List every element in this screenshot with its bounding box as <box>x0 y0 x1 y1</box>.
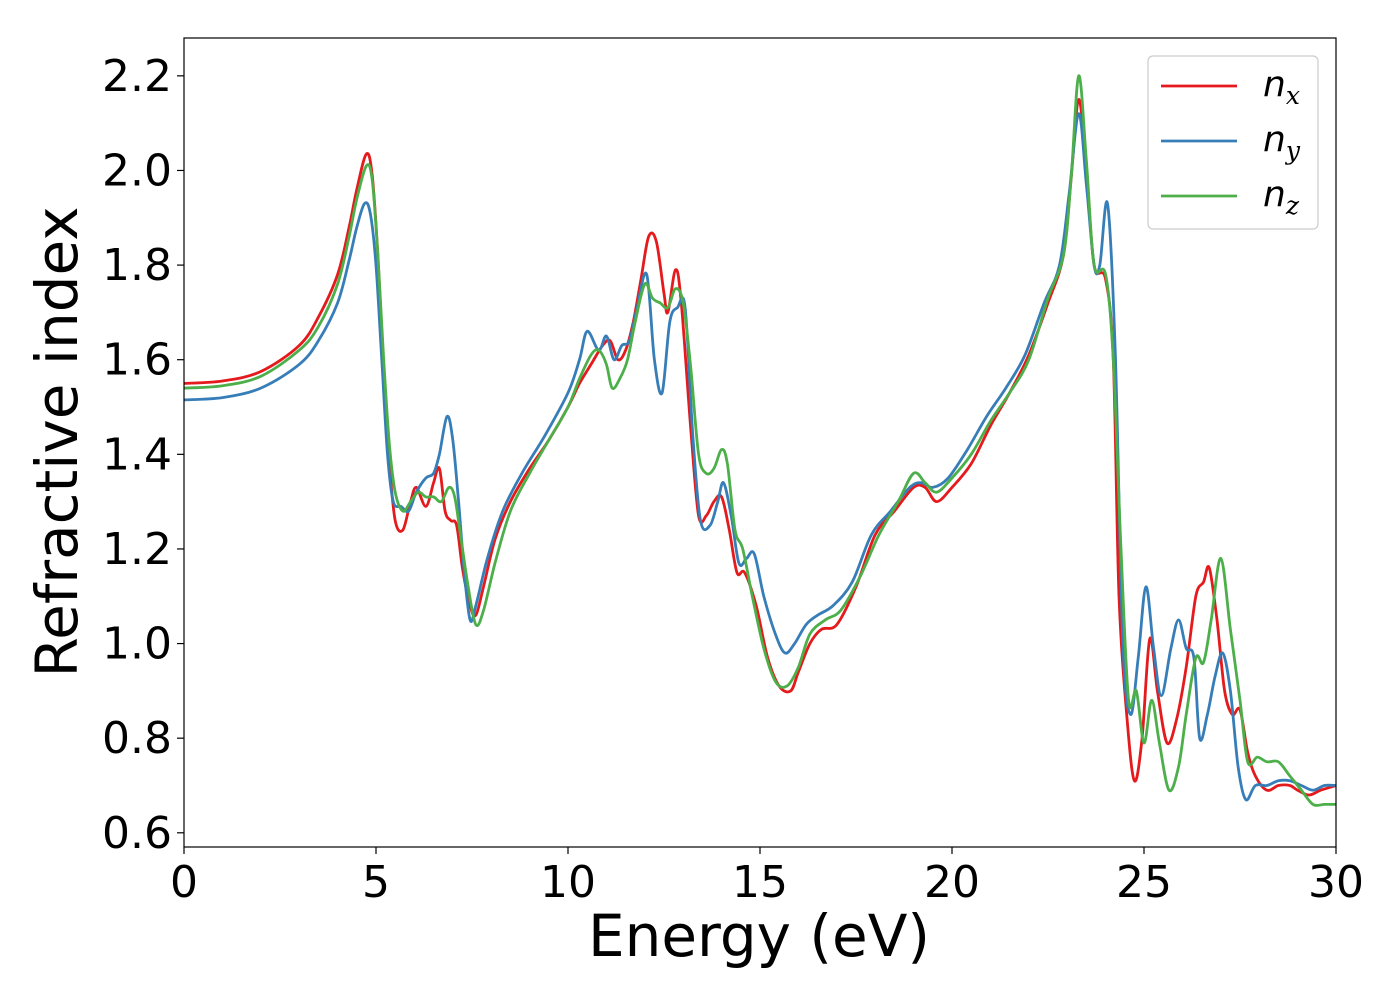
x-tick-label: 5 <box>362 857 390 908</box>
x-tick-label: 25 <box>1116 857 1172 908</box>
y-tick-label: 1.6 <box>102 335 172 386</box>
y-tick-label: 1.4 <box>102 429 172 480</box>
series-line-z <box>184 74 1336 807</box>
series-layer <box>184 74 1336 807</box>
y-tick-label: 2.2 <box>102 51 172 102</box>
x-tick-label: 15 <box>732 857 788 908</box>
legend-label-x: nx <box>1263 64 1300 110</box>
ticks-layer: 0 5 10 15 20 25 30 0.6 0.8 1.0 1.2 1.4 1.6 1.8 2.0 2.2 <box>102 51 1364 908</box>
y-tick-label: 0.8 <box>102 713 172 764</box>
x-axis-title: Energy (eV) <box>588 902 930 970</box>
y-tick-label: 1.2 <box>102 524 172 575</box>
x-tick-label: 0 <box>170 857 198 908</box>
series-line-y <box>184 112 1336 802</box>
y-axis-title: Refractive index <box>23 206 91 677</box>
y-tick-label: 1.8 <box>102 240 172 291</box>
x-tick-label: 30 <box>1308 857 1364 908</box>
legend-box <box>1147 55 1319 230</box>
x-tick-label: 10 <box>540 857 596 908</box>
x-tick-label: 20 <box>924 857 980 908</box>
y-tick-label: 1.0 <box>102 619 172 670</box>
y-tick-label: 2.0 <box>102 145 172 196</box>
y-tick-label: 0.6 <box>102 808 172 859</box>
